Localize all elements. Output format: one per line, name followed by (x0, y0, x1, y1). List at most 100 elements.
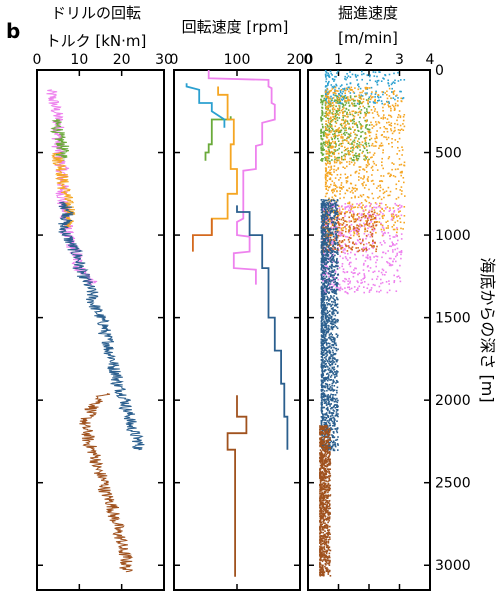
scatter-point (400, 174, 402, 177)
scatter-point (341, 145, 343, 148)
torque-title-line-1: ドリルの回転 (51, 4, 141, 22)
scatter-point (321, 258, 323, 260)
scatter-point (335, 428, 337, 430)
scatter-point (325, 270, 327, 273)
scatter-point (370, 214, 372, 217)
scatter-point (392, 92, 395, 94)
scatter-point (351, 110, 353, 113)
scatter-point (393, 130, 395, 133)
scatter-point (388, 280, 390, 282)
scatter-point (338, 179, 340, 181)
scatter-point (337, 348, 339, 351)
scatter-point (334, 158, 336, 161)
scatter-point (321, 145, 324, 147)
scatter-point (342, 132, 345, 135)
scatter-point (372, 116, 375, 119)
scatter-point (346, 236, 349, 238)
scatter-point (336, 98, 339, 100)
scatter-point (329, 415, 332, 417)
scatter-point (330, 419, 332, 421)
scatter-point (395, 243, 398, 245)
scatter-point (357, 140, 359, 142)
scatter-point (371, 156, 373, 158)
scatter-point (326, 291, 329, 293)
scatter-point (327, 141, 329, 143)
scatter-point (319, 469, 321, 471)
scatter-point (369, 236, 371, 238)
scatter-point (327, 399, 330, 402)
scatter-point (335, 113, 338, 116)
scatter-point (325, 133, 327, 135)
scatter-point (329, 247, 332, 249)
scatter-point (355, 111, 358, 114)
scatter-point (343, 95, 345, 98)
scatter-point (359, 87, 362, 90)
scatter-point (334, 301, 336, 304)
scatter-point (350, 147, 352, 149)
scatter-point (370, 216, 373, 218)
scatter-point (328, 517, 331, 520)
scatter-point (350, 182, 353, 185)
scatter-point (346, 111, 348, 114)
scatter-point (327, 162, 329, 164)
scatter-point (327, 282, 330, 284)
scatter-point (378, 205, 381, 207)
scatter-point (346, 116, 349, 118)
scatter-point (368, 223, 371, 225)
scatter-point (400, 79, 402, 81)
scatter-point (387, 261, 389, 264)
scatter-point (329, 422, 331, 425)
scatter-point (382, 217, 384, 219)
scatter-point (327, 146, 330, 148)
scatter-point (322, 216, 325, 218)
scatter-point (330, 304, 333, 307)
scatter-point (330, 374, 333, 377)
scatter-point (322, 536, 324, 538)
scatter-point (338, 224, 341, 227)
scatter-point (330, 305, 332, 308)
scatter-point (364, 228, 366, 231)
scatter-point (365, 256, 367, 259)
scatter-point (322, 416, 325, 418)
scatter-point (366, 108, 368, 110)
scatter-point (330, 286, 332, 289)
scatter-point (322, 398, 324, 401)
scatter-point (325, 455, 327, 458)
scatter-point (322, 243, 325, 245)
scatter-point (333, 153, 335, 155)
scatter-point (322, 542, 325, 544)
scatter-point (328, 242, 331, 244)
scatter-point (340, 241, 343, 244)
scatter-point (326, 124, 329, 126)
scatter-point (324, 422, 327, 424)
scatter-point (330, 407, 333, 409)
scatter-point (328, 432, 331, 434)
scatter-point (359, 219, 362, 222)
scatter-point (334, 177, 337, 179)
scatter-point (391, 138, 393, 140)
scatter-point (323, 447, 326, 449)
scatter-point (358, 166, 361, 168)
scatter-point (322, 344, 324, 346)
scatter-point (342, 111, 345, 113)
scatter-point (371, 192, 373, 195)
scatter-point (390, 124, 393, 127)
scatter-point (322, 385, 325, 388)
scatter-point (321, 392, 324, 395)
scatter-point (324, 230, 326, 232)
scatter-point (343, 88, 346, 91)
scatter-point (320, 541, 322, 543)
scatter-point (327, 548, 330, 550)
scatter-point (321, 114, 323, 117)
scatter-point (364, 133, 367, 135)
scatter-point (325, 462, 327, 464)
scatter-point (338, 226, 340, 229)
scatter-point (323, 218, 326, 221)
scatter-point (384, 92, 386, 94)
scatter-point (359, 149, 361, 151)
scatter-point (324, 468, 327, 470)
scatter-point (377, 185, 380, 187)
scatter-point (335, 157, 338, 160)
scatter-point (339, 193, 341, 195)
torque-panel: ドリルの回転 トルク [kN·m] 0 10 20 30 (33, 4, 173, 591)
